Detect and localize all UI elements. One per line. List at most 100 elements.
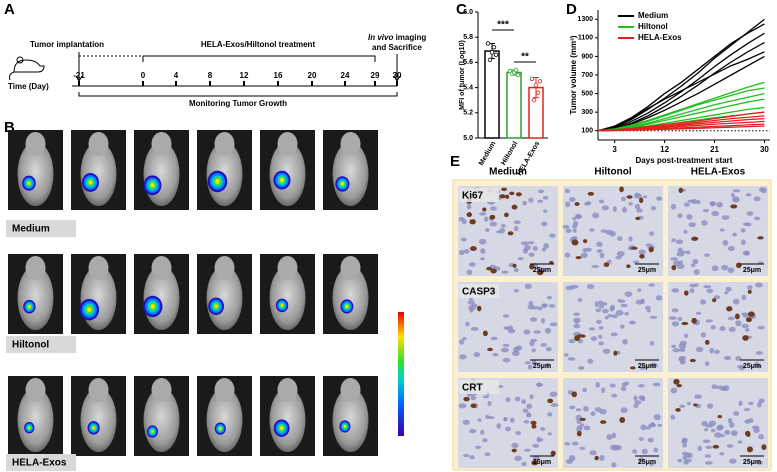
stained-nucleus [574, 202, 580, 206]
nucleus [686, 214, 693, 220]
nucleus [705, 445, 713, 449]
nucleus [689, 288, 695, 294]
stained-nucleus [619, 186, 624, 193]
nucleus [470, 327, 479, 331]
nucleus [549, 391, 558, 398]
signal-blob [219, 427, 222, 430]
nucleus [649, 315, 658, 319]
nucleus [587, 358, 594, 364]
stained-nucleus [487, 347, 493, 352]
y-tick-label: 1300 [577, 16, 593, 23]
nucleus [713, 295, 721, 300]
nucleus [600, 229, 608, 233]
nucleus [532, 246, 538, 251]
nucleus [478, 238, 487, 245]
row-label-box [6, 336, 76, 353]
nucleus [683, 460, 689, 465]
nucleus [693, 283, 699, 287]
day-label: 0 [141, 71, 146, 80]
nucleus [620, 303, 628, 308]
nucleus [501, 347, 509, 353]
nucleus [485, 414, 490, 420]
y-tick-label: 5.8 [463, 34, 473, 41]
nucleus [620, 324, 625, 329]
growth-line [597, 125, 765, 132]
stained-nucleus [490, 268, 497, 274]
nucleus [619, 299, 626, 303]
nucleus [703, 285, 712, 289]
nucleus [610, 332, 618, 337]
nucleus [571, 224, 578, 229]
nucleus [723, 355, 732, 361]
signal-blob [87, 307, 92, 312]
nucleus [704, 454, 712, 458]
nucleus [528, 252, 535, 257]
nucleus [641, 448, 648, 455]
nucleus [633, 403, 639, 409]
nucleus [675, 239, 684, 245]
signal-blob [150, 183, 155, 188]
endpoint-italic: In vivo [368, 33, 393, 42]
nucleus [647, 437, 654, 443]
row-label-box [459, 188, 499, 202]
nucleus [589, 450, 597, 456]
scale-label: 25μm [743, 459, 761, 466]
scale-label: 25μm [533, 459, 551, 466]
nucleus [510, 417, 515, 423]
nucleus [746, 211, 754, 216]
y-tick-label: 1100 [578, 35, 593, 42]
nucleus [671, 238, 676, 243]
nucleus [743, 408, 751, 412]
nucleus [670, 257, 679, 261]
signal-blob [27, 181, 31, 185]
nucleus [635, 299, 644, 305]
y-tick-label: 500 [581, 90, 593, 97]
nucleus [638, 384, 645, 388]
stained-nucleus [639, 254, 645, 259]
nucleus [701, 421, 708, 427]
nucleus [690, 263, 696, 268]
nucleus [602, 302, 608, 306]
nucleus [594, 301, 600, 308]
nucleus [710, 325, 716, 330]
nucleus [735, 320, 742, 327]
signal-blob [92, 426, 95, 430]
nucleus [545, 346, 552, 352]
nucleus [591, 264, 600, 268]
stained-nucleus [486, 266, 492, 271]
nucleus [489, 221, 498, 227]
nucleus [681, 250, 687, 254]
nucleus [706, 288, 714, 294]
row-label: CASP3 [462, 287, 496, 298]
nucleus [686, 401, 691, 406]
nucleus [655, 295, 663, 301]
nucleus [565, 228, 572, 234]
nucleus [634, 203, 641, 210]
nucleus [609, 383, 616, 388]
nucleus [732, 189, 741, 193]
stained-nucleus [619, 417, 626, 423]
nucleus [711, 210, 720, 217]
stained-nucleus [675, 408, 681, 412]
nucleus [590, 336, 598, 342]
nucleus [632, 260, 640, 264]
stained-nucleus [476, 305, 482, 312]
row-label: CRT [462, 383, 483, 394]
nucleus [607, 314, 614, 318]
stained-nucleus [571, 239, 579, 246]
nucleus [757, 325, 765, 330]
nucleus [583, 425, 591, 431]
nucleus [624, 312, 629, 316]
signal-blob [151, 430, 154, 433]
nucleus [528, 300, 534, 306]
nucleus [585, 247, 592, 252]
signal-blob [340, 182, 344, 186]
nucleus [730, 192, 735, 198]
nucleus [540, 343, 547, 347]
nucleus [702, 439, 711, 444]
stained-nucleus [466, 212, 472, 218]
row-label-box [6, 220, 76, 237]
stained-nucleus [684, 290, 689, 296]
nucleus [611, 432, 617, 439]
nucleus [744, 251, 750, 256]
